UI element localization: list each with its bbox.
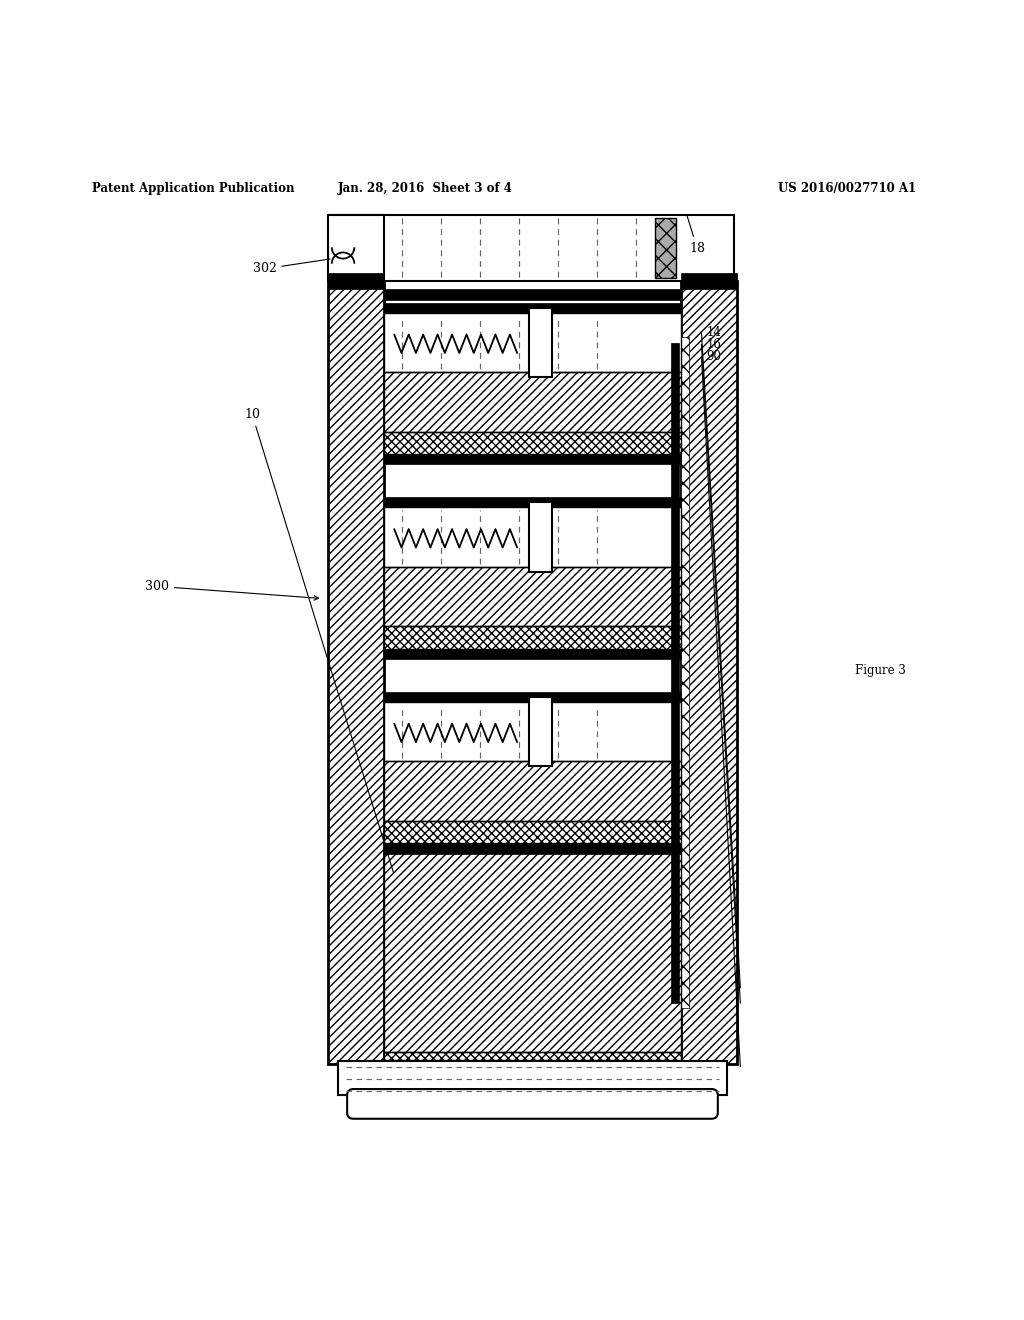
Bar [384,454,681,465]
FancyBboxPatch shape [347,1089,718,1119]
Bar [384,1060,681,1064]
Bar [384,845,681,1052]
Bar [529,503,552,572]
Bar [331,215,734,281]
Bar [328,281,384,1064]
Bar [384,762,681,821]
Bar [384,626,681,648]
Text: 14: 14 [707,326,722,339]
Bar [384,498,681,507]
Bar [384,432,681,454]
Text: 16: 16 [707,338,722,351]
Text: US 2016/0027710 A1: US 2016/0027710 A1 [778,182,916,195]
Bar [384,313,681,372]
Bar [529,308,552,378]
Bar [671,343,679,1003]
Bar [384,1052,681,1060]
Bar [384,702,681,762]
Text: 18: 18 [687,215,706,255]
Bar [384,507,681,566]
Bar [384,289,681,300]
Bar [681,338,689,1008]
Text: 90: 90 [707,350,722,363]
Bar [384,1052,681,1060]
Text: 302: 302 [253,259,330,276]
Bar [529,697,552,767]
Bar [328,273,384,289]
Text: Patent Application Publication: Patent Application Publication [92,182,295,195]
Bar [681,273,737,289]
Bar [681,281,737,1064]
Bar [384,566,681,626]
Bar [384,762,681,821]
Bar [384,302,681,313]
Bar [384,821,681,843]
Bar [328,215,384,281]
Bar [384,626,681,648]
Text: Jan. 28, 2016  Sheet 3 of 4: Jan. 28, 2016 Sheet 3 of 4 [338,182,512,195]
Bar [384,372,681,432]
Bar [328,281,384,1064]
Text: 300: 300 [145,579,318,601]
Bar [384,648,681,659]
Bar [384,432,681,454]
Bar [384,566,681,626]
Bar [338,1061,727,1096]
Bar [681,281,737,1064]
Bar [655,218,676,279]
Bar [384,845,681,1052]
Text: 10: 10 [244,408,393,873]
Bar [384,692,681,702]
Text: Figure 3: Figure 3 [855,664,906,677]
Bar [384,821,681,843]
Bar [384,843,681,854]
Bar [384,372,681,432]
